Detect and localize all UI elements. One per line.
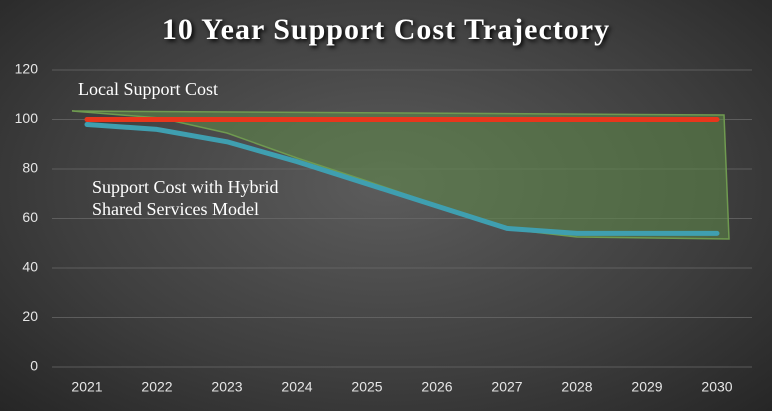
chart-title: 10 Year Support Cost Trajectory — [162, 13, 610, 46]
y-tick-label: 40 — [22, 259, 38, 275]
series-line — [84, 121, 720, 236]
series-label: Local Support Cost — [78, 79, 218, 99]
y-tick-label: 0 — [30, 358, 38, 374]
y-tick-label: 20 — [22, 308, 38, 324]
y-tick-label: 60 — [22, 209, 38, 225]
x-tick-label: 2029 — [631, 379, 662, 395]
x-tick-label: 2028 — [561, 379, 592, 395]
x-tick-label: 2023 — [211, 379, 242, 395]
y-tick-label: 120 — [15, 61, 39, 77]
y-tick-label: 80 — [22, 160, 38, 176]
y-tick-label: 100 — [15, 110, 39, 126]
x-tick-label: 2022 — [141, 379, 172, 395]
x-tick-label: 2027 — [491, 379, 522, 395]
x-tick-label: 2021 — [71, 379, 102, 395]
x-tick-label: 2030 — [701, 379, 732, 395]
x-tick-label: 2024 — [281, 379, 312, 395]
x-tick-label: 2026 — [421, 379, 452, 395]
x-tick-label: 2025 — [351, 379, 382, 395]
series-label: Support Cost with Hybrid Shared Services… — [92, 177, 279, 219]
